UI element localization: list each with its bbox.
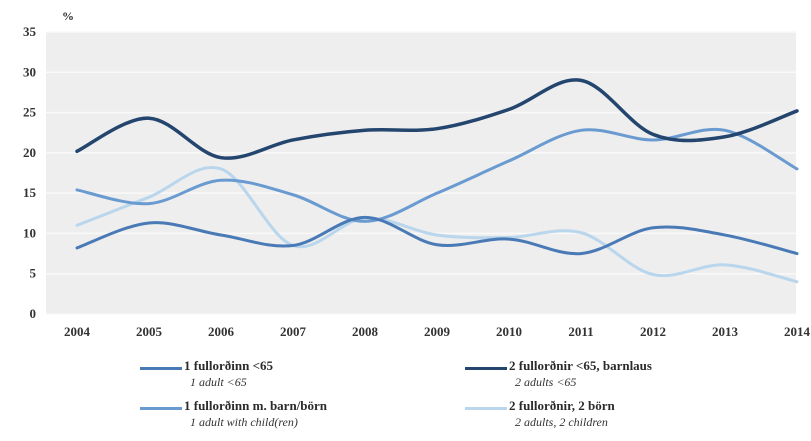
legend-label: 1 fullorðinn m. barn/börn: [184, 398, 328, 413]
x-tick-label: 2012: [640, 324, 666, 339]
y-axis-unit-label: %: [62, 9, 74, 23]
legend-label: 1 fullorðinn <65: [184, 358, 274, 373]
y-tick-label: 25: [23, 105, 37, 120]
series-lines: [75, 78, 799, 284]
y-tick-label: 5: [30, 266, 37, 281]
legend-item-1-adult-under-65: 1 fullorðinn <65 1 adult <65: [140, 358, 273, 390]
legend-label-english: 1 adult <65: [190, 375, 247, 389]
y-tick-label: 15: [23, 185, 37, 200]
legend-label: 2 fullorðnir <65, barnlaus: [509, 358, 652, 373]
x-tick-label: 2014: [784, 324, 811, 339]
legend-label: 2 fullorðnir, 2 börn: [509, 398, 615, 413]
gridlines: [46, 31, 796, 315]
y-tick-label: 20: [23, 145, 36, 160]
x-tick-label: 2011: [568, 324, 593, 339]
series-line-3: [75, 166, 799, 284]
y-tick-label: 35: [23, 24, 37, 39]
legend-swatch: [140, 407, 182, 410]
y-tick-label: 0: [30, 306, 37, 321]
series-line-0: [75, 215, 799, 256]
legend-item-2-adults-under-65: 2 fullorðnir <65, barnlaus 2 adults <65: [465, 358, 652, 390]
x-tick-label: 2007: [280, 324, 307, 339]
y-tick-label: 10: [23, 225, 36, 240]
x-tick-label: 2004: [64, 324, 91, 339]
legend-swatch: [140, 367, 182, 370]
legend-swatch: [465, 367, 507, 370]
legend-swatch: [465, 407, 507, 410]
x-tick-label: 2009: [424, 324, 451, 339]
x-tick-label: 2005: [136, 324, 163, 339]
x-tick-label: 2008: [352, 324, 379, 339]
legend-label-english: 2 adults <65: [515, 375, 577, 389]
x-tick-label: 2006: [208, 324, 235, 339]
legend-item-1-adult-with-children: 1 fullorðinn m. barn/börn 1 adult with c…: [140, 398, 327, 430]
y-tick-label: 30: [23, 64, 36, 79]
series-line-1: [75, 78, 799, 160]
legend: 1 fullorðinn <65 1 adult <65 2 fullorðni…: [140, 358, 800, 438]
x-tick-label: 2013: [712, 324, 739, 339]
x-tick-label: 2010: [496, 324, 522, 339]
legend-item-2-adults-2-children: 2 fullorðnir, 2 börn 2 adults, 2 childre…: [465, 398, 615, 430]
x-axis-tick-labels: 2004 2005 2006 2007 2008 2009 2010 2011 2012 2013…: [64, 324, 811, 339]
y-axis-tick-labels: 0 5 10 15 20 25 30 35: [23, 24, 37, 321]
legend-label-english: 1 adult with child(ren): [190, 415, 298, 429]
legend-label-english: 2 adults, 2 children: [515, 415, 608, 429]
plot-background: [46, 32, 796, 314]
series-line-2: [75, 127, 799, 223]
